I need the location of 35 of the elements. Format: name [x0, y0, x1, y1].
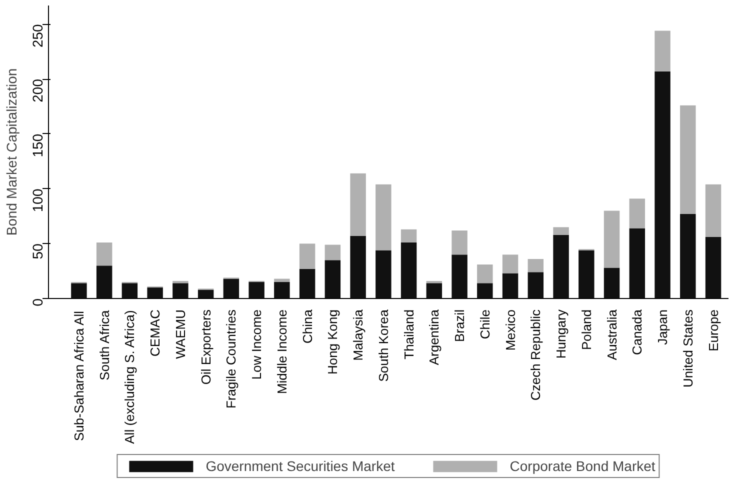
x-tick-label: All (excluding S. Africa) [122, 310, 138, 444]
x-tick-label: Europe [706, 310, 721, 352]
x-tick-label: Canada [630, 308, 645, 356]
x-tick-label: Sub-Saharan Africa All [71, 310, 86, 442]
y-tick-label: 100 [30, 188, 46, 212]
y-axis-title: Bond Market Capitalization [4, 68, 20, 236]
y-tick-label: 50 [30, 243, 46, 260]
x-tick-label: Fragile Countries [224, 309, 239, 408]
y-tick-label: 250 [30, 24, 46, 48]
x-tick-label: Malaysia [350, 308, 366, 361]
x-tick-label: United States [680, 309, 696, 388]
y-tick-label: 200 [30, 78, 46, 102]
x-tick-label: Chile [477, 310, 492, 340]
x-tick-label: Poland [578, 309, 594, 350]
x-tick-label: Low Income [249, 309, 264, 380]
x-tick-label: Argentina [426, 308, 442, 366]
x-tick-label: China [300, 308, 315, 344]
x-tick-label: South Africa [96, 309, 112, 380]
x-tick-label: WAEMU [172, 309, 188, 359]
x-tick-label: Thailand [401, 309, 416, 360]
y-tick-label: 0 [30, 298, 46, 306]
x-tick-label: Middle Income [274, 309, 290, 394]
x-tick-label: Hong Kong [325, 309, 340, 375]
x-tick-label: Czech Republic [528, 309, 544, 401]
x-tick-label: Japan [655, 310, 670, 345]
x-tick-label: Brazil [452, 309, 468, 342]
x-tick-label: Australia [604, 308, 620, 360]
x-tick-label: Mexico [502, 309, 518, 351]
x-tick-label: South Korea [376, 308, 391, 382]
x-tick-label: Hungary [554, 309, 569, 359]
y-tick-label: 150 [30, 134, 46, 158]
legend-label: Corporate Bond Market [510, 458, 656, 474]
x-tick-label: Oil Exporters [198, 309, 214, 385]
x-tick-label: CEMAC [148, 309, 163, 356]
legend-label: Government Securities Market [206, 458, 395, 474]
